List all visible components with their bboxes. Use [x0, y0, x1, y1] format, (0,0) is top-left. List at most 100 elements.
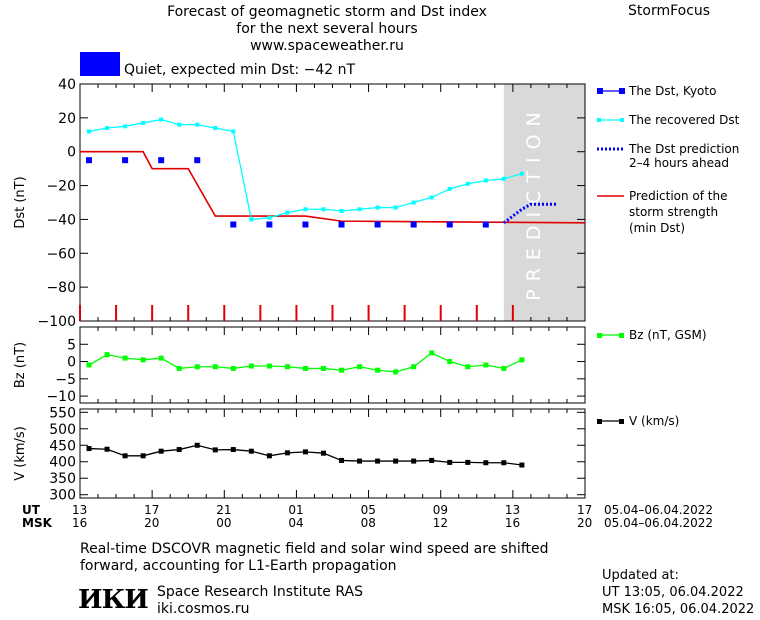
dst-kyoto-point [374, 221, 381, 228]
dst-kyoto-point [410, 221, 417, 228]
bz-point [465, 364, 471, 370]
v-point [447, 459, 453, 465]
legend-markers [597, 88, 625, 424]
recovered-dst-point [447, 186, 452, 191]
bz-point [230, 365, 236, 371]
bz-panel: 5 0−5−10 Bz (nT) [13, 326, 586, 405]
time-tick-label: 20 [577, 516, 593, 530]
recovered-dst-point [213, 126, 218, 131]
time-tick-label: 16 [504, 516, 521, 530]
v-point [230, 447, 236, 453]
v-point [122, 453, 128, 459]
bz-point [411, 364, 417, 370]
v-point [194, 442, 200, 448]
y-tick-label: −20 [46, 179, 76, 195]
status-swatch [80, 52, 120, 76]
legend-v: V (km/s) [629, 414, 680, 428]
y-axis-label: V (km/s) [13, 426, 28, 481]
bz-point [284, 364, 290, 370]
y-tick-label: 5 [67, 337, 76, 353]
y-tick-label: 400 [49, 455, 76, 471]
bz-point [339, 367, 345, 373]
v-line [88, 444, 522, 466]
legend-dst-kyoto: The Dst, Kyoto [629, 84, 717, 98]
bz-point [519, 357, 525, 363]
bz-point [302, 365, 308, 371]
v-point [339, 457, 345, 463]
plot-frame [79, 326, 586, 404]
y-tick-label: 300 [49, 488, 76, 504]
y-tick-label: 0 [67, 145, 76, 161]
recovered-dst-point [357, 207, 362, 212]
time-tick-label: 13 [72, 503, 88, 517]
chart-title: Forecast of geomagnetic storm and Dst in… [167, 4, 487, 20]
recovered-dst-point [321, 207, 326, 212]
org-site[interactable]: iki.cosmos.ru [157, 601, 250, 617]
v-point [393, 458, 399, 464]
storm-strength-line [80, 150, 586, 224]
recovered-dst-point [159, 117, 164, 122]
v-point [158, 448, 164, 454]
bz-point [122, 355, 128, 361]
recovered-dst-point [87, 129, 92, 134]
bz-point [483, 362, 489, 368]
dst-kyoto-point [86, 157, 93, 164]
recovered-dst-point [285, 210, 290, 215]
updated-msk: MSK 16:05, 06.04.2022 [602, 602, 755, 617]
y-tick-label: 40 [58, 77, 76, 93]
recovered-dst-point [501, 176, 506, 181]
recovered-dst-point [267, 215, 272, 220]
legend-bz-marker [619, 333, 624, 338]
bz-point [320, 365, 326, 371]
site-url[interactable]: www.spaceweather.ru [250, 38, 404, 54]
time-tick-label: 08 [360, 516, 376, 530]
bz-point [194, 364, 200, 370]
legend-storm-2: storm strength [629, 205, 719, 219]
time-tick-label: 13 [504, 503, 521, 517]
y-tick-label: −40 [46, 212, 76, 228]
chart-subtitle: for the next several hours [236, 21, 418, 37]
y-tick-label: −60 [46, 246, 76, 262]
y-tick-label: 500 [49, 422, 76, 438]
y-axis-label: Dst (nT) [13, 176, 28, 228]
dst-kyoto-point [302, 221, 309, 228]
forecast-zone-label: PREDICTION [523, 104, 545, 301]
v-point [302, 449, 308, 455]
v-point [212, 447, 218, 453]
iki-logo: ИКИ [78, 585, 149, 615]
recovered-dst-line [88, 118, 523, 221]
legend-bz-marker [597, 333, 602, 338]
footnote-line2: forward, accounting for L1-Earth propaga… [80, 558, 397, 574]
recovered-dst-point [429, 195, 434, 200]
updated-label: Updated at: [602, 568, 679, 583]
recovered-dst-point [141, 120, 146, 125]
v-point [284, 450, 290, 456]
v-point [483, 460, 489, 466]
brand-name: StormFocus [628, 3, 711, 19]
legend-v-marker [597, 419, 602, 424]
v-point [266, 453, 272, 459]
bz-point [212, 364, 218, 370]
recovered-dst-point [483, 178, 488, 183]
legend-recovered-marker [597, 118, 601, 122]
recovered-dst-point [249, 217, 254, 222]
dst-panel: PREDICTION 40 20 0 −20 −40 −60 −80 −100 Dst (nT) [13, 77, 586, 330]
v-point [357, 458, 363, 464]
dst-kyoto-point [446, 221, 453, 228]
recovered-dst-point [411, 200, 416, 205]
time-tick-label: 20 [144, 516, 160, 530]
dst-kyoto-point [338, 221, 345, 228]
y-tick-label: 450 [49, 438, 76, 454]
v-point [104, 446, 110, 452]
recovered-dst-point [123, 124, 128, 129]
bz-point [375, 367, 381, 373]
msk-date-range: 05.04–06.04.2022 [604, 516, 714, 530]
ut-date-range: 05.04–06.04.2022 [604, 503, 714, 517]
bz-point [357, 364, 363, 370]
recovered-dst-point [465, 181, 470, 186]
v-point [429, 457, 435, 463]
v-point [519, 462, 525, 468]
dst-kyoto-point [194, 157, 201, 164]
